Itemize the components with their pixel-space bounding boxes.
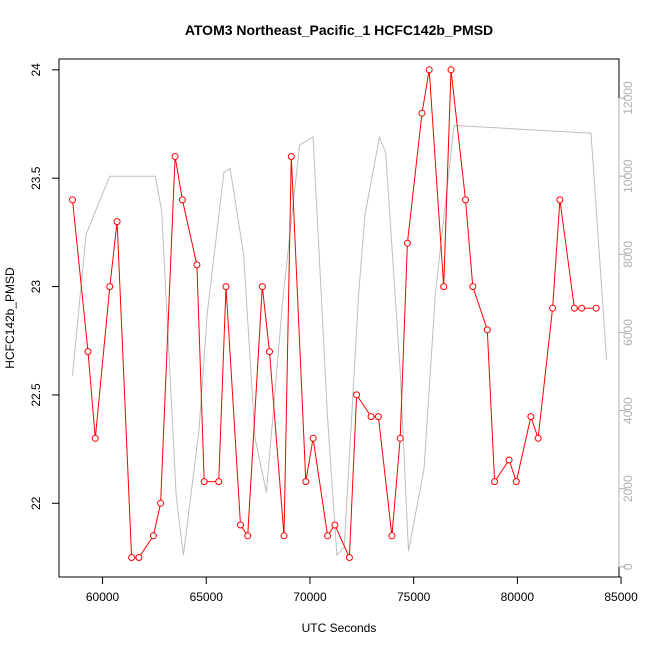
series-primary-point xyxy=(302,478,310,486)
y-tick-label: 23.5 xyxy=(29,166,43,190)
x-tick-label: 85000 xyxy=(604,590,638,604)
series-primary-point xyxy=(396,434,404,442)
series-primary-point xyxy=(367,413,375,421)
y2-tick-label: 6000 xyxy=(621,319,635,346)
series-primary-point xyxy=(403,239,411,247)
y2-tick-label: 4000 xyxy=(621,397,635,424)
series-primary-point xyxy=(556,196,564,204)
series-primary-point xyxy=(106,283,114,291)
series-primary-point xyxy=(505,456,513,464)
x-tick-label: 70000 xyxy=(293,590,327,604)
series-primary-point xyxy=(135,554,143,561)
series-primary-point xyxy=(418,109,426,117)
series-primary-point xyxy=(237,521,244,529)
series-primary-point xyxy=(491,478,499,486)
series-primary-point xyxy=(84,348,92,356)
series-primary-point xyxy=(266,348,273,356)
series-primary-point xyxy=(578,304,586,312)
series-primary-point xyxy=(345,554,353,561)
x-axis: 60000 65000 70000 75000 80000 85000 xyxy=(86,576,638,604)
y-tick-label: 22 xyxy=(29,496,43,510)
series-primary-point xyxy=(483,326,491,334)
y-tick-label: 23 xyxy=(29,280,43,294)
series-primary-point xyxy=(215,478,223,486)
y2-tick-label: 12000 xyxy=(621,81,635,115)
series-primary-point xyxy=(287,153,295,160)
x-tick-label: 65000 xyxy=(190,590,224,604)
series-primary-point xyxy=(512,478,520,486)
series-primary-point xyxy=(309,434,317,442)
series-primary-point xyxy=(171,153,179,160)
series-primary-point xyxy=(388,532,396,540)
chart-title: ATOM3 Northeast_Pacific_1 HCFC142b_PMSD xyxy=(185,22,493,38)
y2-tick-label: 0 xyxy=(621,563,635,570)
series-primary-point xyxy=(157,499,165,507)
series-primary-point xyxy=(440,283,448,291)
series-primary-point xyxy=(527,413,535,421)
series-primary-point xyxy=(374,413,382,421)
y2-tick-label: 2000 xyxy=(621,475,635,502)
series-primary-point xyxy=(425,66,433,74)
y-tick-label: 24 xyxy=(29,63,43,77)
series-primary-point xyxy=(69,196,76,204)
series-primary-point xyxy=(258,283,266,291)
y-axis: 22 22.5 23 23.5 24 xyxy=(29,63,60,510)
series-primary-point xyxy=(128,554,136,561)
y2-tick-label: 10000 xyxy=(621,159,635,193)
series-primary-point xyxy=(570,304,578,312)
series-primary-point xyxy=(549,304,557,312)
series-secondary-line xyxy=(72,124,608,557)
series-primary-point xyxy=(331,521,339,529)
series-primary-point xyxy=(113,218,121,226)
y2-axis: 0 2000 4000 6000 8000 10000 12000 xyxy=(618,81,635,570)
plot-frame xyxy=(58,58,620,578)
series-primary-point xyxy=(200,478,208,486)
series-primary-point xyxy=(193,261,201,269)
series-primary-point xyxy=(222,283,230,291)
series-primary-point xyxy=(534,434,542,442)
series-primary-point xyxy=(462,196,469,204)
series-primary-point xyxy=(244,532,252,540)
series-primary-point xyxy=(324,532,332,540)
y-axis-label: HCFC142b_PMSD xyxy=(3,267,17,369)
series-primary-point xyxy=(469,283,477,291)
series-primary-point xyxy=(91,434,99,442)
series-layer xyxy=(69,66,608,561)
y2-tick-label: 8000 xyxy=(621,241,635,268)
series-primary-point xyxy=(447,66,455,74)
x-tick-label: 80000 xyxy=(501,590,535,604)
series-primary-point xyxy=(178,196,186,204)
x-tick-label: 75000 xyxy=(397,590,431,604)
series-primary-point xyxy=(280,532,288,540)
x-axis-label: UTC Seconds xyxy=(302,621,377,635)
series-primary-point xyxy=(353,391,361,399)
series-primary-point xyxy=(592,304,600,312)
y-tick-label: 22.5 xyxy=(29,383,43,407)
x-tick-label: 60000 xyxy=(86,590,120,604)
series-primary-point xyxy=(149,532,157,540)
